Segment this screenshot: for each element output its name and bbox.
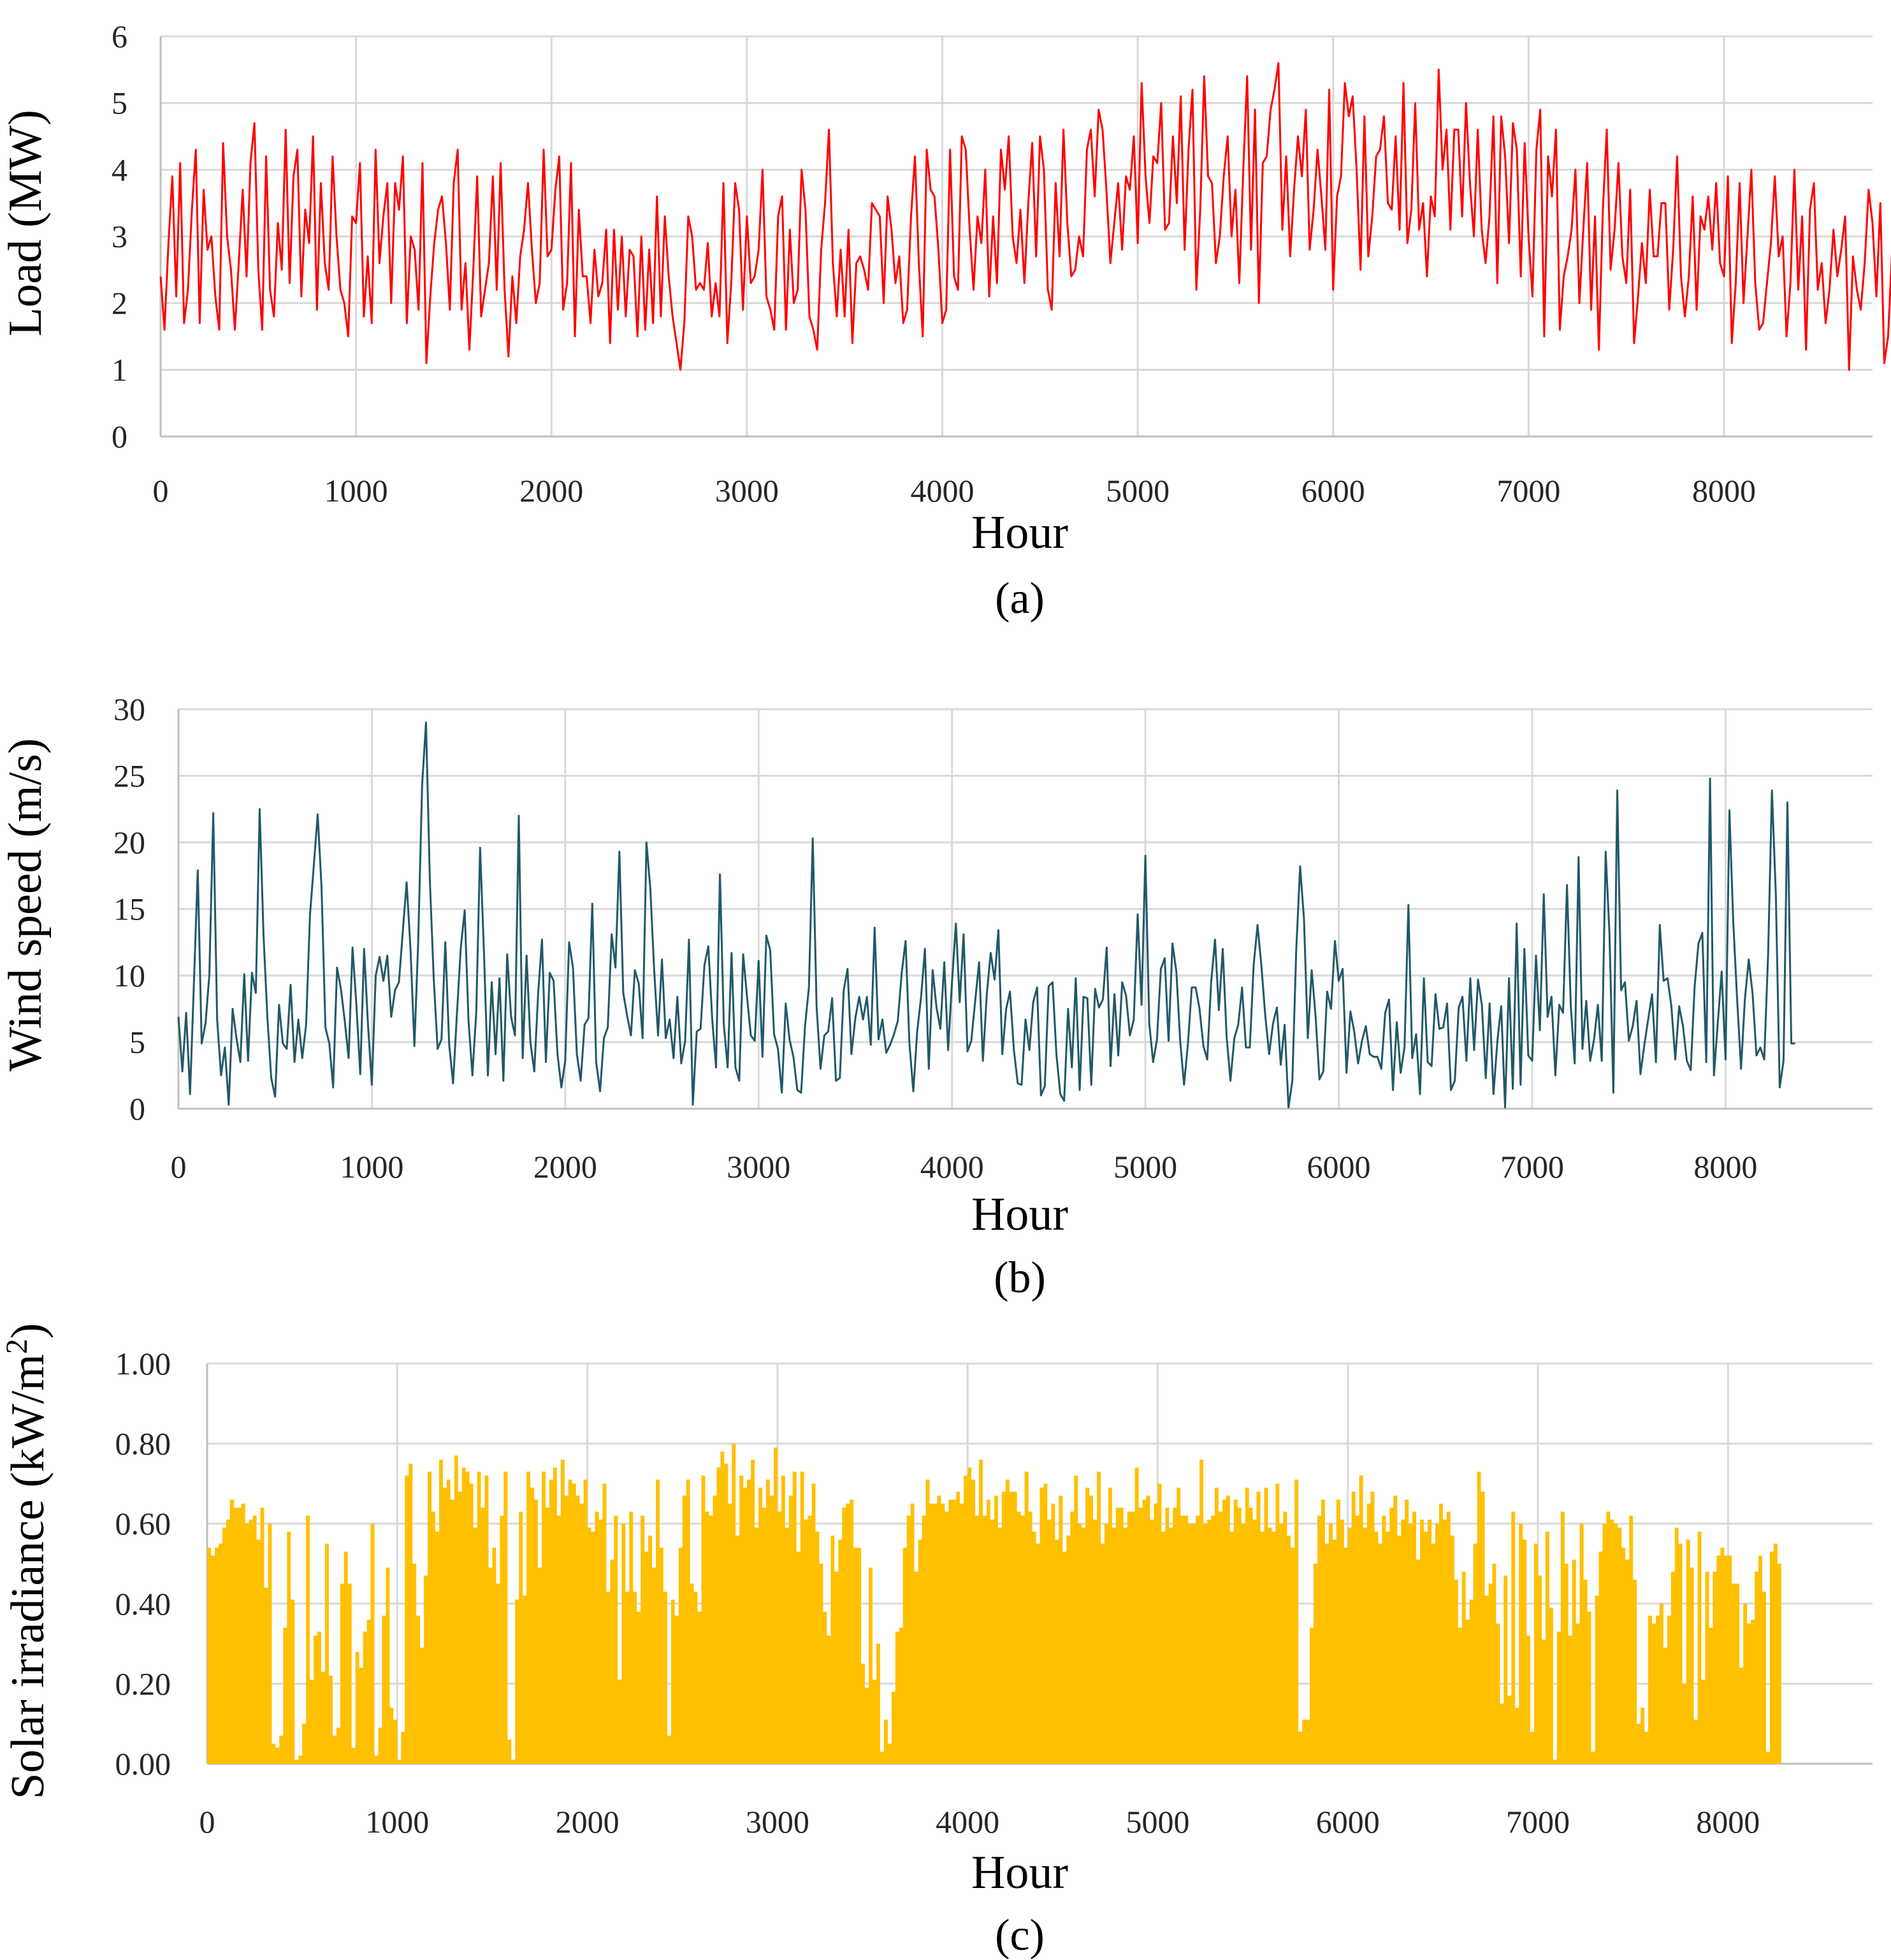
- x-tick-label: 3000: [746, 1804, 809, 1840]
- y-tick-label: 6: [112, 18, 127, 54]
- x-tick-label: 5000: [1113, 1149, 1177, 1185]
- x-tick-label: 7000: [1500, 1149, 1564, 1185]
- y-axis-title-a: Load (MW): [0, 110, 52, 336]
- y-tick-label: 1.00: [115, 1346, 171, 1381]
- x-ticks-c: 0 1000 2000 3000 4000 5000 6000 7000 8000: [199, 1804, 1760, 1840]
- x-tick-label: 8000: [1693, 1149, 1757, 1185]
- y-axis-title-c-superscript: 2: [0, 1339, 34, 1354]
- x-tick-label: 2000: [533, 1149, 597, 1185]
- x-tick-label: 5000: [1126, 1804, 1189, 1840]
- y-axis-title-b: Wind speed (m/s): [0, 738, 52, 1071]
- y-tick-label: 5: [112, 85, 127, 121]
- x-tick-label: 4000: [910, 473, 974, 508]
- y-tick-label: 5: [129, 1025, 145, 1060]
- x-ticks-a: 0 1000 2000 3000 4000 5000 6000 7000 8000: [153, 473, 1756, 508]
- y-tick-label: 3: [112, 219, 127, 254]
- panel-label-c: (c): [995, 1911, 1045, 1960]
- x-tick-label: 2000: [519, 473, 583, 508]
- y-axis-title-c: Solar irradiance (kW/m2): [0, 1323, 54, 1799]
- wind-speed-series-line: [177, 721, 1795, 1109]
- x-tick-label: 2000: [556, 1804, 619, 1840]
- y-tick-label: 0.20: [115, 1666, 171, 1701]
- load-series-line: [159, 62, 1891, 371]
- chart-panel-c: 0.00 0.20 0.40 0.60 0.80 1.00 0 1000 2000 3000 40…: [0, 1323, 1873, 1960]
- x-axis-title-c: Hour: [971, 1847, 1068, 1899]
- y-tick-label: 0.00: [115, 1746, 171, 1782]
- x-tick-label: 8000: [1696, 1804, 1760, 1840]
- y-tick-label: 15: [113, 891, 145, 927]
- x-tick-label: 3000: [727, 1149, 790, 1185]
- panel-label-b: (b): [994, 1253, 1046, 1302]
- panel-label-a: (a): [995, 574, 1045, 623]
- x-tick-label: 5000: [1106, 473, 1170, 508]
- x-tick-label: 6000: [1301, 473, 1365, 508]
- y-tick-label: 0: [129, 1091, 145, 1127]
- y-tick-label: 1: [112, 352, 127, 387]
- chart-panel-a: 0 1 2 3 4 5 6 0 1000 2000 3000 4000 5000 6000 7000 800…: [0, 18, 1891, 623]
- y-tick-label: 20: [113, 825, 145, 860]
- y-tick-label: 0.80: [115, 1426, 171, 1462]
- x-tick-label: 1000: [340, 1149, 403, 1185]
- x-tick-label: 1000: [365, 1804, 429, 1840]
- solar-irradiance-series-area: [207, 1443, 1781, 1764]
- series-c: [207, 1443, 1781, 1764]
- y-tick-label: 0.60: [115, 1506, 171, 1541]
- y-axis-title-c-suffix: ): [2, 1323, 54, 1339]
- y-ticks-b: 0 5 10 15 20 25 30: [113, 691, 145, 1127]
- x-tick-label: 3000: [715, 473, 779, 508]
- y-ticks-a: 0 1 2 3 4 5 6: [112, 18, 127, 454]
- y-tick-label: 30: [113, 691, 145, 727]
- x-tick-label: 4000: [920, 1149, 984, 1185]
- y-tick-label: 2: [112, 285, 127, 321]
- y-axis-title-c-text: Solar irradiance (kW/m: [2, 1354, 54, 1799]
- x-tick-label: 0: [153, 473, 169, 508]
- y-tick-label: 4: [112, 152, 127, 187]
- series-a: [159, 62, 1891, 371]
- y-tick-label: 10: [113, 958, 145, 993]
- x-tick-label: 1000: [324, 473, 388, 508]
- y-tick-label: 0.40: [115, 1586, 171, 1622]
- x-ticks-b: 0 1000 2000 3000 4000 5000 6000 7000 8000: [171, 1149, 1758, 1185]
- x-tick-label: 0: [199, 1804, 215, 1840]
- x-axis-title-a: Hour: [971, 507, 1068, 559]
- grid-b: [177, 708, 1873, 1110]
- x-tick-label: 0: [171, 1149, 187, 1185]
- x-tick-label: 4000: [936, 1804, 999, 1840]
- x-axis-title-b: Hour: [971, 1188, 1068, 1241]
- x-tick-label: 7000: [1506, 1804, 1570, 1840]
- y-tick-label: 0: [112, 419, 127, 454]
- y-tick-label: 25: [113, 758, 145, 794]
- chart-panel-b: 0 5 10 15 20 25 30 0 1000 2000 3000 4000 5000 6000 70…: [0, 691, 1873, 1302]
- x-tick-label: 6000: [1307, 1149, 1371, 1185]
- y-ticks-c: 0.00 0.20 0.40 0.60 0.80 1.00: [115, 1346, 171, 1782]
- series-b: [177, 721, 1795, 1109]
- x-tick-label: 7000: [1496, 473, 1560, 508]
- x-tick-label: 6000: [1316, 1804, 1380, 1840]
- x-tick-label: 8000: [1692, 473, 1756, 508]
